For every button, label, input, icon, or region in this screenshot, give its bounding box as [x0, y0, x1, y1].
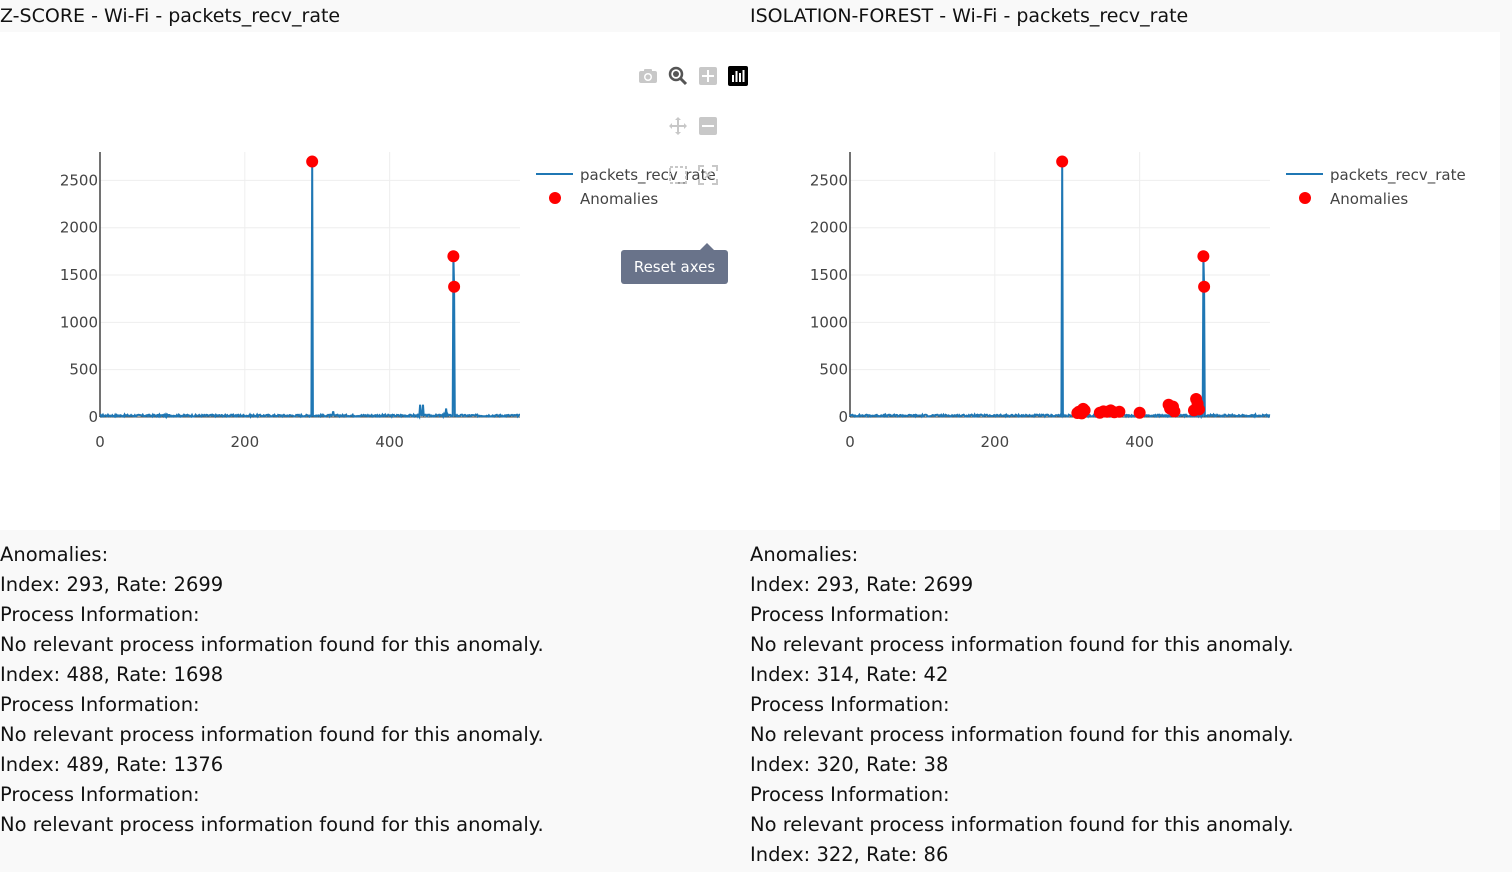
zoom-icon[interactable]	[667, 65, 689, 87]
y-tick-label: 2500	[810, 171, 848, 189]
x-tick-label: 200	[231, 433, 260, 451]
y-tick-label: 2500	[60, 171, 98, 189]
y-tick-label: 0	[88, 408, 98, 426]
anomaly-report: Anomalies: Index: 293, Rate: 2699 Proces…	[0, 540, 544, 840]
report-line: No relevant process information found fo…	[0, 723, 544, 746]
modebar	[0, 32, 750, 185]
y-tick-label: 500	[819, 361, 848, 379]
report-line: Index: 314, Rate: 42	[750, 663, 949, 686]
anomaly-point	[1133, 406, 1146, 419]
report-line: Process Information:	[750, 603, 950, 626]
report-line: No relevant process information found fo…	[0, 813, 544, 836]
zoom-in-icon[interactable]	[697, 65, 719, 87]
report-line: No relevant process information found fo…	[750, 633, 1294, 656]
x-tick-label: 400	[1125, 433, 1154, 451]
isolation-forest-plot[interactable]: 0 500 1000 1500 2000 2500 0 200 400 packets_recv_…	[750, 32, 1500, 530]
anomaly-point	[1168, 405, 1181, 418]
pan-icon[interactable]	[667, 115, 689, 137]
anomaly-point	[1056, 155, 1069, 168]
reset-axes-tooltip: Reset axes	[621, 243, 728, 284]
y-tick-label: 1500	[60, 266, 98, 284]
legend-label-anomalies: Anomalies	[1330, 190, 1408, 208]
report-line: Process Information:	[0, 603, 200, 626]
report-line: Anomalies:	[750, 543, 859, 566]
anomaly-point	[1197, 250, 1210, 263]
legend-label-line: packets_recv_rate	[580, 166, 716, 185]
zscore-plot[interactable]: 0 500 1000 1500 2000 2500 0 200 400 packets_recv_…	[0, 32, 750, 530]
report-line: No relevant process information found fo…	[0, 633, 544, 656]
report-line: Index: 488, Rate: 1698	[0, 663, 224, 686]
anomaly-point	[1078, 404, 1091, 417]
report-line: Index: 320, Rate: 38	[750, 753, 949, 776]
panel-title: ISOLATION-FOREST - Wi-Fi - packets_recv_…	[750, 5, 1189, 27]
y-tick-label: 1000	[810, 313, 848, 331]
y-tick-label: 2000	[60, 219, 98, 237]
autoscale-icon[interactable]	[727, 65, 749, 87]
anomaly-point	[1193, 403, 1206, 416]
report-line: Process Information:	[0, 693, 200, 716]
report-line: Index: 322, Rate: 86	[750, 843, 949, 866]
x-tick-label: 400	[375, 433, 404, 451]
legend-marker-swatch	[549, 192, 561, 204]
legend-marker-swatch	[1299, 192, 1311, 204]
report-line: Index: 293, Rate: 2699	[0, 573, 224, 596]
isolation-forest-chart[interactable]: 0 500 1000 1500 2000 2500 0 200 400 packets_recv_…	[750, 32, 1500, 530]
y-tick-label: 1000	[60, 313, 98, 331]
report-line: No relevant process information found fo…	[750, 723, 1294, 746]
reset-axes-icon[interactable]	[697, 164, 719, 186]
anomaly-point	[306, 155, 319, 168]
y-tick-label: 0	[838, 408, 848, 426]
x-tick-label: 0	[95, 433, 105, 451]
y-tick-label: 500	[69, 361, 98, 379]
x-tick-label: 0	[845, 433, 855, 451]
report-line: Process Information:	[0, 783, 200, 806]
legend-label-line: packets_recv_rate	[1330, 166, 1466, 185]
select-box-icon[interactable]	[667, 164, 689, 186]
y-tick-label: 1500	[810, 266, 848, 284]
report-line: Index: 293, Rate: 2699	[750, 573, 974, 596]
legend-label-anomalies: Anomalies	[580, 190, 658, 208]
anomaly-point	[448, 280, 461, 293]
anomaly-point	[447, 250, 460, 263]
anomaly-report: Anomalies: Index: 293, Rate: 2699 Proces…	[750, 540, 1294, 870]
report-line: Process Information:	[750, 783, 950, 806]
series-line-packets-recv-rate	[849, 161, 1271, 420]
series-line-packets-recv-rate	[99, 161, 520, 420]
panel-title: Z-SCORE - Wi-Fi - packets_recv_rate	[0, 5, 341, 27]
zoom-out-icon[interactable]	[697, 115, 719, 137]
x-tick-label: 200	[981, 433, 1010, 451]
camera-icon[interactable]	[637, 65, 659, 87]
report-line: Anomalies:	[0, 543, 109, 566]
anomaly-point	[1198, 280, 1211, 293]
anomaly-point	[1113, 405, 1126, 418]
zscore-chart[interactable]: 0 500 1000 1500 2000 2500 0 200 400 packets_recv_…	[0, 32, 750, 530]
isolation-forest-panel: ISOLATION-FOREST - Wi-Fi - packets_recv_…	[750, 0, 1512, 872]
report-line: Index: 489, Rate: 1376	[0, 753, 224, 776]
report-line: No relevant process information found fo…	[750, 813, 1294, 836]
report-line: Process Information:	[750, 693, 950, 716]
zscore-panel: Z-SCORE - Wi-Fi - packets_recv_rate 0 500…	[0, 0, 750, 872]
y-tick-label: 2000	[810, 219, 848, 237]
